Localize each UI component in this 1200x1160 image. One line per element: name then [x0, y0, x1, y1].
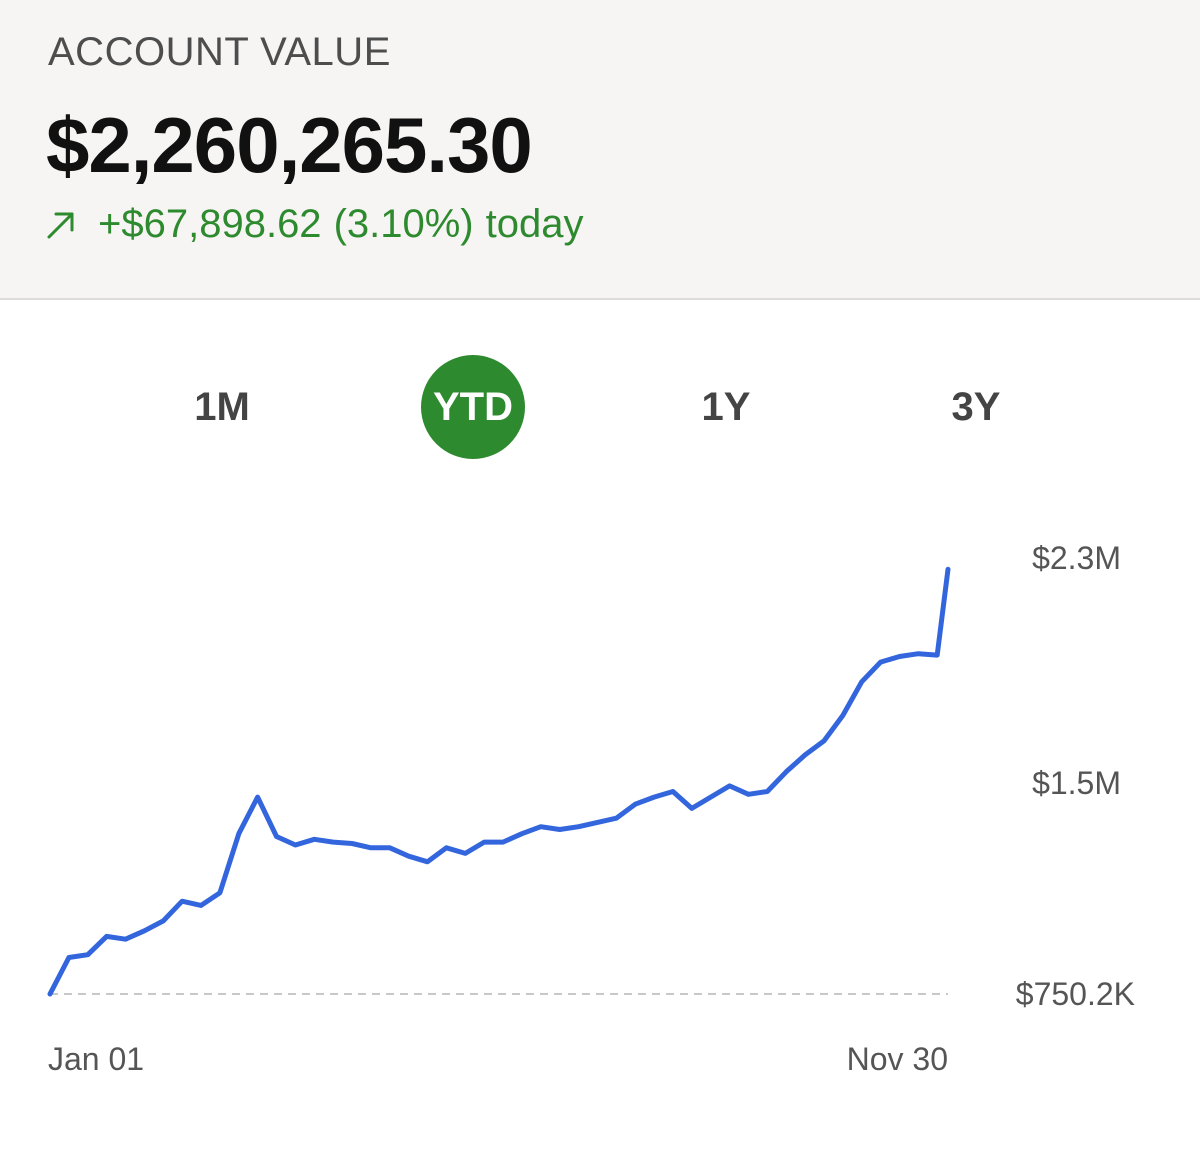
range-tab-3y[interactable]: 3Y: [951, 384, 1001, 429]
account-value-chart: $750.2K $1.5M $2.3M Jan 01 Nov 30: [47, 540, 1135, 1077]
y-tick-label-mid: $1.5M: [1032, 765, 1121, 801]
x-tick-label-end: Nov 30: [847, 1041, 948, 1077]
daily-change: +$67,898.62 (3.10%) today: [46, 202, 583, 247]
y-tick-label-low: $750.2K: [1016, 976, 1135, 1012]
account-value-series-line: [47, 566, 951, 997]
time-range-selector: 1M YTD 1Y 3Y: [0, 355, 1200, 459]
account-value-label: ACCOUNT VALUE: [48, 30, 391, 74]
change-amount: +$67,898.62: [98, 202, 322, 246]
range-tab-1y[interactable]: 1Y: [701, 384, 751, 429]
range-tab-1m[interactable]: 1M: [194, 384, 250, 429]
change-percent: (3.10%): [333, 202, 474, 246]
account-value-amount: $2,260,265.30: [46, 101, 533, 189]
y-tick-label-high: $2.3M: [1032, 540, 1121, 576]
change-suffix: today: [485, 202, 584, 246]
arrow-up-right-icon: [47, 212, 74, 238]
account-header: ACCOUNT VALUE $2,260,265.30 +$67,898.62 …: [0, 0, 1200, 300]
range-tab-ytd[interactable]: YTD: [421, 355, 525, 459]
x-tick-label-start: Jan 01: [48, 1041, 144, 1077]
